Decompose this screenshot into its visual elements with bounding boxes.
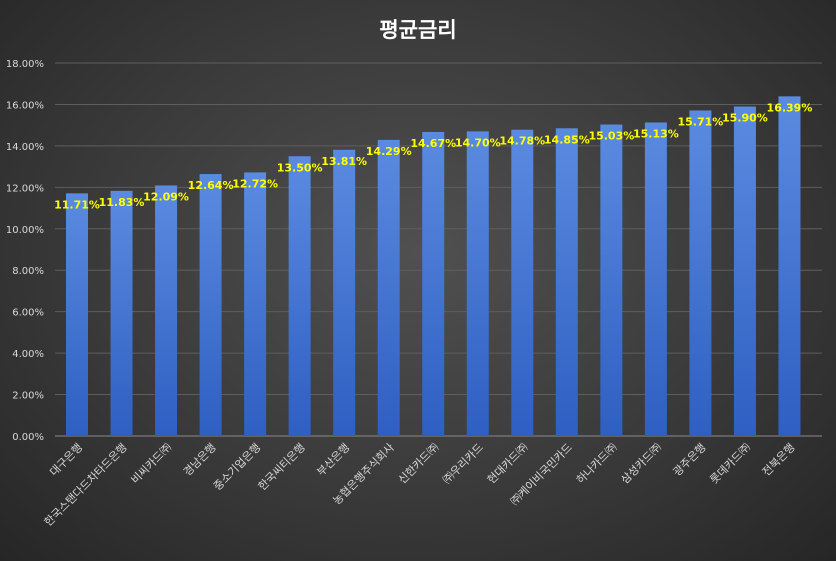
x-tick-label: 한국씨티은행 <box>256 441 308 493</box>
bar <box>778 96 801 436</box>
bar <box>199 174 222 436</box>
y-tick-label: 6.00% <box>12 308 44 319</box>
data-label: 14.67% <box>410 137 456 150</box>
bar <box>689 110 712 436</box>
y-tick-label: 12.00% <box>6 183 44 194</box>
bar <box>466 131 489 436</box>
data-label: 14.70% <box>455 136 501 149</box>
data-label: 15.90% <box>722 112 768 125</box>
y-tick-label: 4.00% <box>12 349 44 360</box>
y-tick-label: 16.00% <box>6 100 44 111</box>
x-tick-label: 대구은행 <box>47 441 85 479</box>
data-label: 12.09% <box>143 190 189 203</box>
x-tick-label: 부산은행 <box>314 441 352 479</box>
bar <box>511 129 534 436</box>
x-tick-label: 현대카드㈜ <box>485 441 531 487</box>
bar <box>422 132 445 436</box>
bar <box>244 172 267 436</box>
bar <box>377 139 400 436</box>
y-tick-label: 0.00% <box>12 432 44 443</box>
data-label: 12.64% <box>188 179 234 192</box>
y-tick-label: 8.00% <box>12 266 44 277</box>
data-label: 14.78% <box>499 135 545 148</box>
bar <box>288 156 311 436</box>
data-label: 15.13% <box>633 127 679 140</box>
x-tick-label: 비씨카드㈜ <box>129 441 175 487</box>
bar <box>555 128 578 436</box>
bar <box>155 185 178 436</box>
data-label: 16.39% <box>767 101 813 114</box>
x-tick-label: 한국스탠다드차타드은행 <box>42 441 130 529</box>
bar <box>333 149 356 436</box>
x-tick-label: 삼성카드㈜ <box>618 441 664 487</box>
bar <box>110 190 133 436</box>
data-label: 15.71% <box>677 115 723 128</box>
data-label: 12.72% <box>232 177 278 190</box>
data-label: 11.71% <box>54 198 100 211</box>
chart-title: 평균금리 <box>379 18 457 42</box>
x-tick-label: 하나카드㈜ <box>573 440 619 486</box>
bar <box>600 124 623 437</box>
x-tick-label: 경남은행 <box>181 441 219 479</box>
y-tick-label: 10.00% <box>6 225 44 236</box>
bar <box>733 106 756 437</box>
data-label: 14.85% <box>544 133 590 146</box>
y-tick-label: 14.00% <box>6 142 44 153</box>
x-tick-label: 중소기업은행 <box>211 441 263 493</box>
data-label: 13.81% <box>321 155 367 168</box>
data-label: 11.83% <box>99 196 145 209</box>
data-label: 14.29% <box>366 145 412 158</box>
x-tick-label: 전북은행 <box>760 441 798 479</box>
x-tick-label: 광주은행 <box>671 441 709 479</box>
y-tick-label: 18.00% <box>6 59 44 70</box>
x-tick-label: 신한카드㈜ <box>396 441 442 487</box>
data-label: 13.50% <box>277 161 323 174</box>
x-tick-label: ㈜우리카드 <box>440 441 486 487</box>
x-tick-label: 롯데카드㈜ <box>707 441 753 487</box>
bar <box>644 122 667 436</box>
bar <box>66 193 88 436</box>
y-tick-label: 2.00% <box>12 391 44 402</box>
data-label: 15.03% <box>588 130 634 143</box>
